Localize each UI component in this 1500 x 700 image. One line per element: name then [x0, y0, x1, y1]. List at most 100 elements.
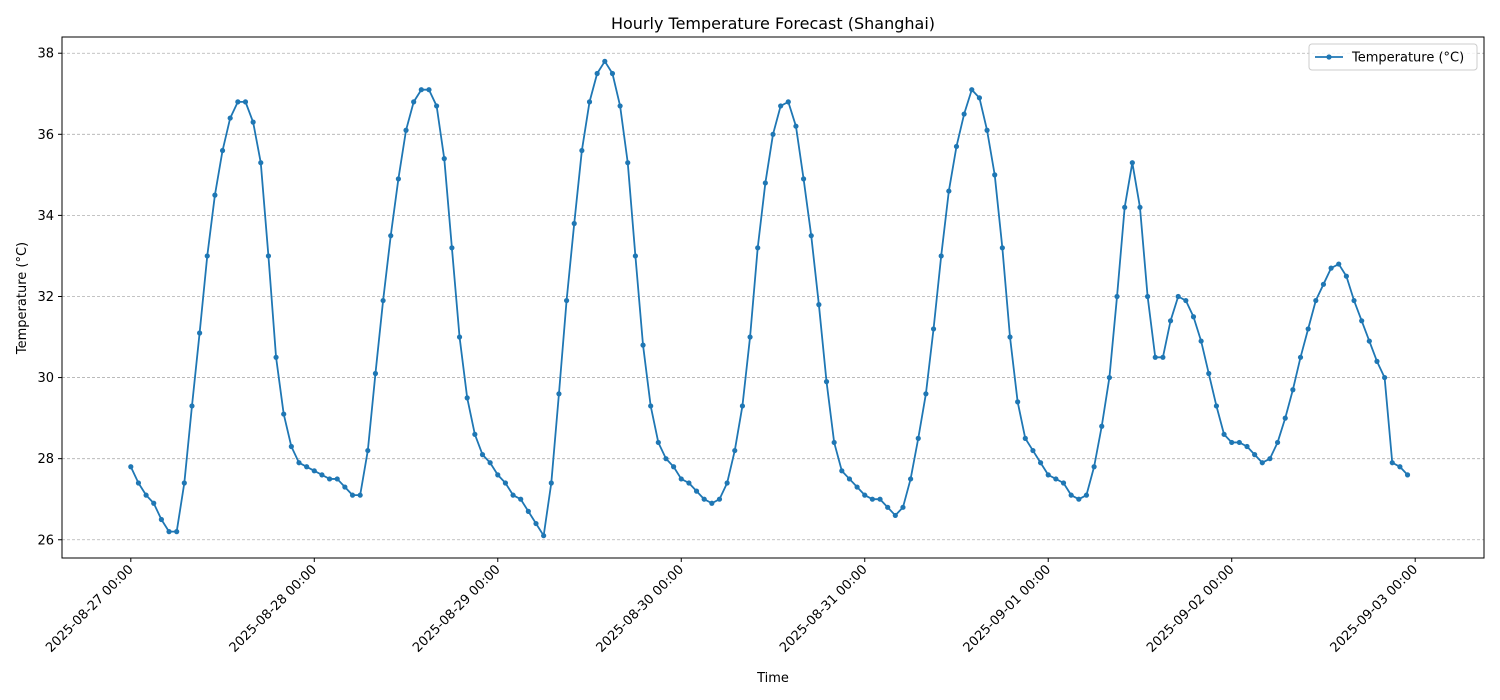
data-point: [1122, 204, 1128, 210]
data-point: [839, 468, 845, 474]
data-point: [1282, 415, 1288, 421]
data-point: [265, 253, 272, 259]
data-point: [365, 447, 371, 454]
legend: Temperature (°C): [1308, 43, 1478, 71]
data-point: [747, 334, 753, 340]
data-point: [1351, 297, 1357, 304]
data-point: [923, 391, 929, 397]
data-point: [823, 379, 830, 385]
data-point: [1397, 464, 1403, 470]
y-tick-label: 32: [37, 290, 54, 305]
data-point: [1290, 387, 1296, 393]
data-point: [854, 484, 860, 490]
data-point: [609, 70, 616, 77]
data-point: [1343, 273, 1349, 279]
data-point: [892, 512, 898, 519]
data-point: [541, 533, 547, 539]
data-point: [502, 480, 509, 486]
data-point: [311, 468, 317, 474]
x-axis-label: Time: [756, 671, 789, 686]
data-point: [1129, 160, 1135, 166]
data-point: [915, 435, 921, 441]
data-point: [1244, 443, 1250, 450]
data-point: [479, 452, 486, 458]
data-point: [1030, 447, 1036, 454]
data-point: [953, 143, 960, 150]
data-point: [151, 500, 157, 506]
data-point: [1313, 297, 1319, 304]
y-tick-label: 34: [37, 209, 54, 224]
data-point: [1060, 480, 1067, 486]
data-point: [938, 253, 944, 259]
data-point: [1190, 314, 1197, 320]
legend-label: Temperature (°C): [1351, 51, 1464, 66]
data-point: [518, 496, 524, 502]
data-point: [556, 391, 562, 397]
data-point: [1297, 354, 1304, 360]
data-point: [1053, 476, 1059, 482]
data-point: [1320, 281, 1327, 287]
data-point: [946, 188, 952, 194]
data-point: [831, 439, 837, 446]
data-point: [1236, 439, 1242, 446]
data-point: [617, 103, 623, 109]
data-point: [877, 496, 883, 502]
data-point: [388, 233, 394, 239]
data-point: [548, 480, 554, 486]
data-point: [143, 492, 149, 498]
data-point: [594, 70, 600, 77]
data-point: [625, 160, 631, 166]
data-point: [372, 370, 379, 377]
legend-box: [1308, 43, 1478, 71]
data-point: [1068, 492, 1074, 498]
y-tick-label: 30: [37, 371, 54, 386]
data-point: [808, 233, 814, 239]
data-point: [197, 330, 203, 336]
data-point: [357, 492, 363, 498]
data-point: [1083, 492, 1090, 498]
data-point: [961, 111, 967, 117]
data-point: [1328, 265, 1334, 271]
data-point: [586, 99, 593, 105]
data-point: [900, 504, 906, 510]
data-point: [181, 480, 187, 486]
data-point: [1366, 338, 1372, 344]
data-point: [1175, 293, 1181, 300]
data-point: [770, 131, 776, 137]
data-point: [716, 496, 723, 502]
data-point: [1267, 456, 1273, 462]
data-point: [128, 464, 134, 470]
data-point: [166, 529, 172, 535]
data-point: [1183, 297, 1189, 304]
data-point: [984, 127, 990, 133]
data-point: [319, 472, 325, 478]
data-point: [816, 302, 822, 308]
data-point: [976, 95, 983, 101]
series-layer: [128, 58, 1411, 539]
data-point: [441, 156, 447, 162]
data-point: [510, 492, 516, 498]
data-point: [1213, 403, 1220, 409]
data-point: [426, 87, 432, 93]
data-point: [793, 123, 799, 129]
data-point: [778, 103, 784, 109]
data-point: [1106, 374, 1112, 381]
data-point: [1389, 460, 1395, 466]
data-point: [158, 516, 164, 523]
data-point: [1160, 354, 1166, 360]
data-point: [739, 403, 746, 409]
data-point: [418, 87, 424, 93]
data-point: [487, 460, 493, 466]
data-point: [785, 99, 791, 105]
y-axis: 26 28 30 32 34 36 38: [37, 47, 62, 548]
data-point: [999, 245, 1005, 251]
y-tick-label: 36: [37, 128, 54, 143]
data-point: [1274, 439, 1281, 446]
data-point: [579, 147, 585, 154]
data-point: [189, 403, 195, 409]
data-point: [846, 476, 853, 482]
data-point: [174, 529, 180, 535]
data-point: [1206, 370, 1212, 377]
